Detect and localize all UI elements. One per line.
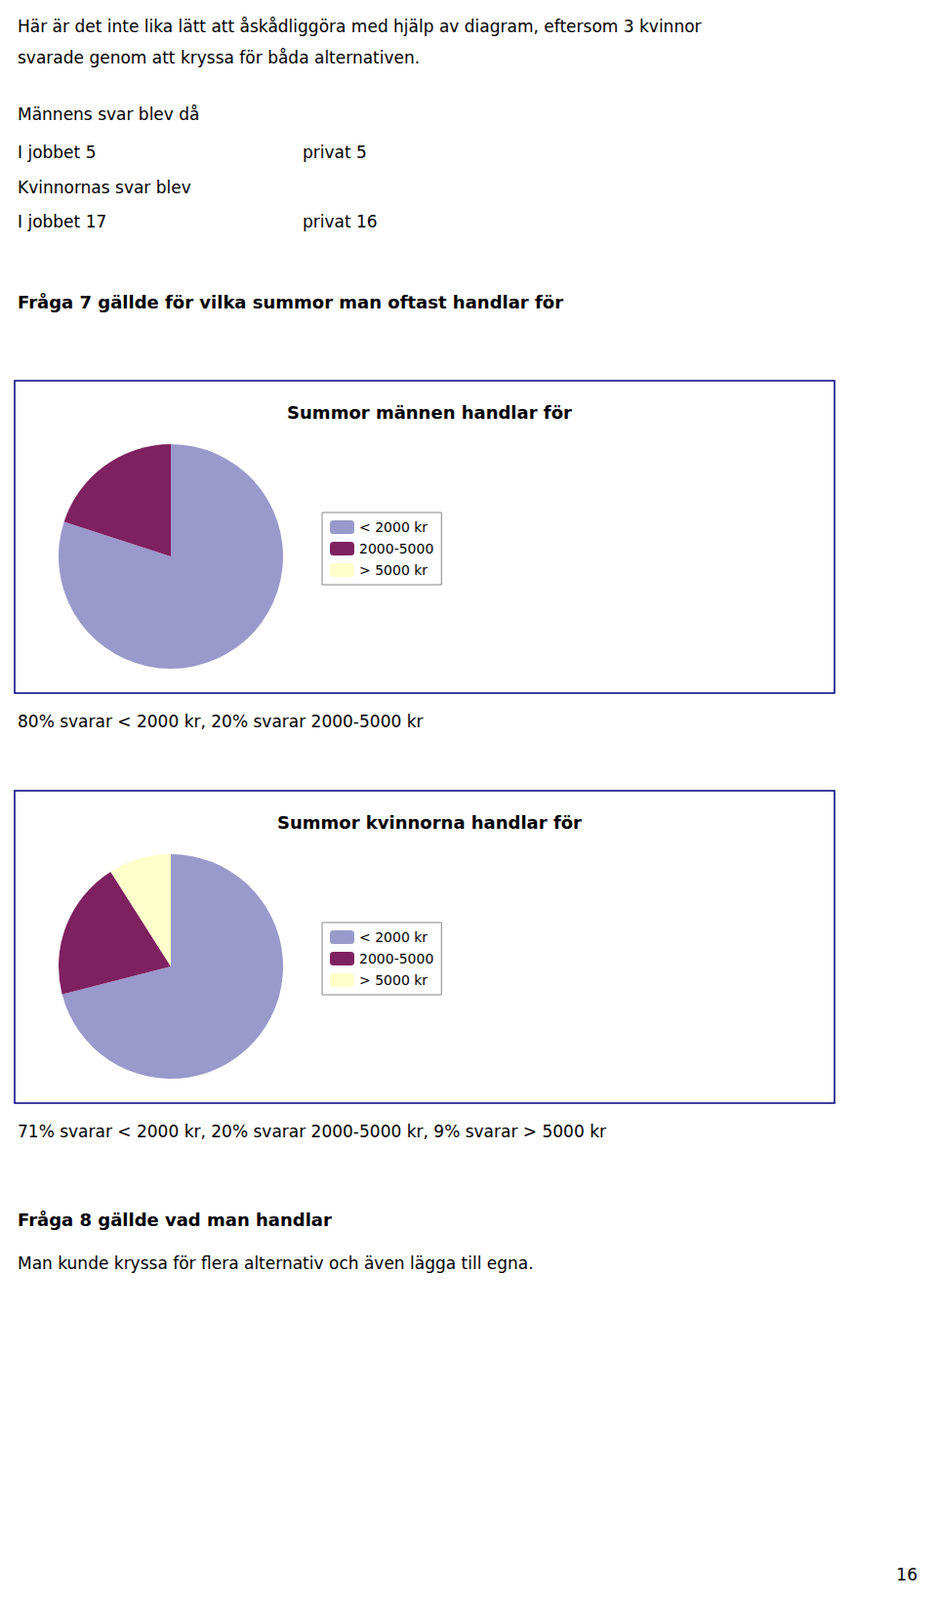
svg-text:I jobbet 5: I jobbet 5 — [17, 142, 96, 163]
svg-text:71% svarar < 2000 kr, 20% svar: 71% svarar < 2000 kr, 20% svarar 2000-50… — [17, 1121, 607, 1141]
svg-text:> 5000 kr: > 5000 kr — [359, 562, 428, 578]
svg-text:16: 16 — [896, 1564, 918, 1585]
svg-text:Man kunde kryssa för flera alt: Man kunde kryssa för flera alternativ oc… — [17, 1253, 534, 1273]
svg-text:Fråga 8 gällde vad man handlar: Fråga 8 gällde vad man handlar — [17, 1209, 332, 1230]
svg-text:< 2000 kr: < 2000 kr — [359, 519, 428, 535]
svg-text:Här är det inte lika lätt att: Här är det inte lika lätt att åskådliggö… — [17, 16, 702, 37]
svg-text:Kvinnornas svar blev: Kvinnornas svar blev — [17, 177, 192, 198]
svg-text:< 2000 kr: < 2000 kr — [359, 929, 428, 945]
svg-text:2000-5000: 2000-5000 — [359, 540, 434, 557]
svg-text:Männens svar blev då: Männens svar blev då — [17, 104, 201, 124]
svg-text:> 5000 kr: > 5000 kr — [359, 972, 428, 988]
svg-text:Summor männen handlar för: Summor männen handlar för — [286, 402, 572, 423]
svg-text:Summor kvinnorna handlar för: Summor kvinnorna handlar för — [277, 812, 582, 833]
svg-text:privat 16: privat 16 — [302, 211, 378, 232]
svg-text:2000-5000: 2000-5000 — [359, 950, 434, 967]
svg-text:privat 5: privat 5 — [302, 142, 367, 163]
svg-text:80% svarar < 2000 kr, 20% svar: 80% svarar < 2000 kr, 20% svarar 2000-50… — [17, 711, 424, 732]
svg-text:I jobbet 17: I jobbet 17 — [17, 211, 107, 232]
svg-text:svarade genom att kryssa för b: svarade genom att kryssa för båda altern… — [17, 47, 420, 68]
svg-text:Fråga 7 gällde för vilka summo: Fråga 7 gällde för vilka summor man ofta… — [17, 291, 564, 313]
